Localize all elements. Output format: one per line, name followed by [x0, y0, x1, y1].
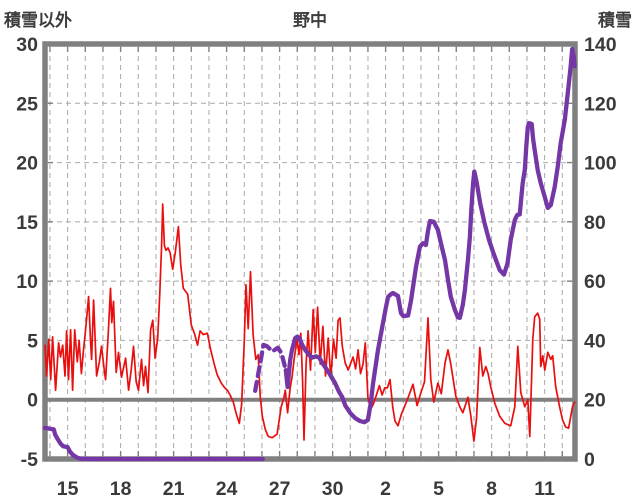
- x-tick-label: 18: [110, 478, 132, 500]
- plot-border: [42, 41, 578, 462]
- series-snow-line: [283, 46, 577, 425]
- series-snow-line-dashed: [253, 342, 288, 393]
- x-tick-label: 11: [534, 478, 555, 500]
- x-tick-label: 8: [486, 478, 497, 500]
- y-tick-label-right: 80: [584, 212, 606, 234]
- y-tick-label-left: -5: [21, 449, 38, 471]
- y-tick-label-right: 120: [584, 93, 617, 115]
- series-red-line: [44, 203, 576, 443]
- y-tick-label-left: 10: [16, 271, 38, 293]
- x-tick-label: 15: [57, 478, 79, 500]
- y-tick-label-left: 15: [16, 212, 38, 234]
- series-snow-line: [42, 425, 265, 462]
- y-tick-label-right: 140: [584, 34, 617, 56]
- y-tick-label-right: 20: [584, 390, 606, 412]
- y-tick-label-right: 60: [584, 271, 606, 293]
- right-axis-title: 積雪: [598, 11, 632, 30]
- y-tick-label-right: 40: [584, 330, 606, 352]
- y-tick-label-left: 0: [27, 390, 38, 412]
- x-tick-label: 24: [216, 478, 238, 500]
- left-axis-title: 積雪以外: [4, 11, 72, 30]
- x-tick-label: 30: [322, 478, 344, 500]
- x-tick-label: 2: [380, 478, 391, 500]
- x-tick-label: 5: [433, 478, 444, 500]
- y-tick-label-right: 100: [584, 153, 617, 175]
- y-tick-label-left: 25: [16, 93, 38, 115]
- x-tick-label: 21: [163, 478, 185, 500]
- y-tick-label-left: 20: [16, 153, 38, 175]
- y-tick-label-left: 5: [27, 330, 38, 352]
- y-tick-label-right: 0: [584, 449, 595, 471]
- chart-title: 野中: [293, 11, 327, 30]
- x-tick-label: 27: [269, 478, 291, 500]
- y-tick-label-left: 30: [16, 34, 38, 56]
